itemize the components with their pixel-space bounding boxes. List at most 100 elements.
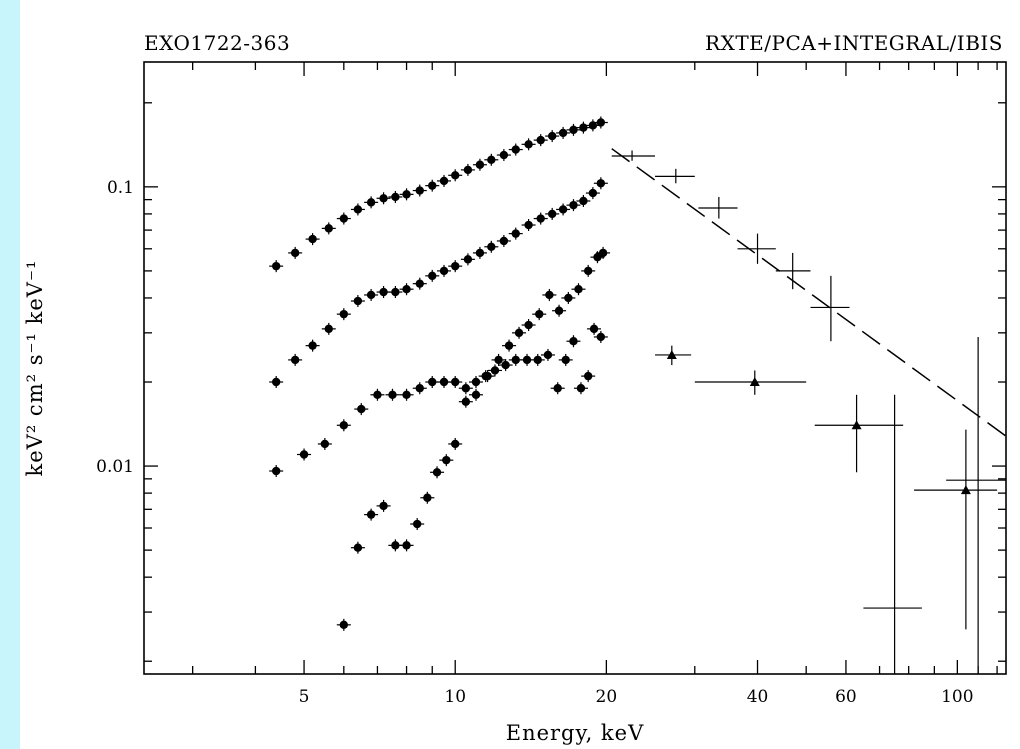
data-point bbox=[271, 261, 281, 271]
data-point bbox=[439, 176, 449, 186]
data-point bbox=[483, 371, 492, 381]
data-point bbox=[320, 439, 330, 449]
data-point bbox=[451, 377, 460, 387]
data-point bbox=[499, 150, 509, 160]
series-5 bbox=[611, 150, 1006, 674]
data-point bbox=[596, 332, 606, 342]
axis-ticks: 5 10 20 40 60 100 0.01 0.1 bbox=[96, 62, 1006, 707]
data-point bbox=[439, 266, 449, 276]
data-point bbox=[379, 501, 388, 511]
data-point bbox=[339, 620, 349, 630]
data-point bbox=[522, 355, 532, 365]
chart-title-right: RXTE/PCA+INTEGRAL/IBIS bbox=[705, 31, 1003, 55]
series-4 bbox=[336, 246, 611, 631]
data-point bbox=[353, 205, 363, 214]
data-point-triangle bbox=[749, 377, 760, 387]
data-point bbox=[471, 390, 481, 399]
data-point bbox=[357, 404, 366, 414]
data-point-triangle bbox=[851, 420, 862, 430]
x-tick-label: 100 bbox=[941, 687, 973, 707]
data-point bbox=[588, 121, 598, 130]
series-6 bbox=[655, 345, 998, 630]
model-fit bbox=[611, 148, 1007, 437]
data-point bbox=[574, 284, 583, 294]
data-point bbox=[547, 131, 557, 141]
data-point bbox=[514, 328, 524, 338]
data-point bbox=[415, 279, 424, 288]
fit-line bbox=[611, 148, 1007, 437]
data-point bbox=[490, 366, 500, 375]
data-point bbox=[299, 450, 309, 459]
data-point bbox=[391, 192, 400, 202]
data-point bbox=[339, 214, 349, 223]
data-point bbox=[290, 355, 300, 365]
data-point bbox=[558, 128, 568, 138]
series-2 bbox=[269, 177, 608, 389]
data-point bbox=[402, 541, 411, 550]
data-point-triangle bbox=[960, 485, 971, 495]
data-point bbox=[373, 390, 382, 399]
data-point bbox=[423, 493, 432, 502]
data-point bbox=[324, 224, 333, 233]
data-points bbox=[269, 116, 1006, 674]
data-point bbox=[366, 290, 376, 300]
data-point bbox=[461, 397, 471, 406]
data-point bbox=[558, 205, 568, 214]
y-axis-label: keV² cm² s⁻¹ keV⁻¹ bbox=[23, 260, 47, 477]
x-tick-label: 5 bbox=[299, 687, 310, 707]
data-point bbox=[402, 390, 411, 399]
data-point bbox=[432, 468, 442, 477]
data-point bbox=[339, 309, 349, 319]
data-point bbox=[402, 284, 411, 294]
data-point bbox=[536, 135, 545, 145]
plot-frame bbox=[143, 61, 1007, 675]
y-tick-label: 0.01 bbox=[96, 457, 134, 477]
data-point bbox=[451, 439, 460, 449]
data-point bbox=[428, 271, 437, 281]
data-point bbox=[569, 125, 578, 135]
data-point bbox=[598, 248, 608, 258]
data-point bbox=[511, 229, 520, 238]
data-point bbox=[271, 377, 281, 387]
data-point bbox=[471, 377, 481, 387]
data-point bbox=[596, 179, 606, 188]
x-tick-label: 40 bbox=[747, 687, 769, 707]
data-point bbox=[412, 519, 422, 529]
data-point bbox=[543, 350, 553, 360]
data-point bbox=[271, 466, 281, 476]
data-point bbox=[442, 455, 451, 465]
data-point bbox=[366, 510, 376, 519]
data-point bbox=[583, 266, 593, 276]
data-point bbox=[511, 145, 520, 154]
data-point bbox=[428, 377, 437, 387]
data-point bbox=[579, 123, 588, 132]
data-point bbox=[391, 287, 400, 297]
data-point bbox=[487, 155, 496, 164]
data-point bbox=[533, 355, 542, 365]
data-point bbox=[353, 296, 363, 306]
data-point bbox=[576, 384, 586, 393]
x-tick-label: 10 bbox=[444, 687, 466, 707]
data-point bbox=[415, 186, 424, 195]
series-3 bbox=[269, 322, 608, 478]
x-tick-label: 60 bbox=[835, 687, 857, 707]
data-point bbox=[583, 371, 593, 381]
data-point bbox=[308, 234, 317, 244]
data-point bbox=[494, 355, 503, 365]
y-tick-label: 0.1 bbox=[107, 178, 134, 198]
data-point bbox=[579, 196, 588, 206]
data-point bbox=[439, 377, 449, 387]
data-point bbox=[353, 543, 363, 552]
x-axis-label: Energy, keV bbox=[506, 721, 645, 745]
data-point bbox=[379, 287, 388, 297]
data-point bbox=[553, 384, 562, 393]
data-point bbox=[308, 341, 317, 350]
data-point bbox=[536, 214, 545, 223]
data-point bbox=[388, 390, 397, 399]
data-point bbox=[561, 355, 570, 365]
data-point bbox=[379, 194, 388, 203]
data-point bbox=[564, 293, 573, 303]
x-tick-label: 20 bbox=[596, 687, 618, 707]
data-point bbox=[524, 140, 533, 149]
data-point bbox=[415, 384, 424, 393]
